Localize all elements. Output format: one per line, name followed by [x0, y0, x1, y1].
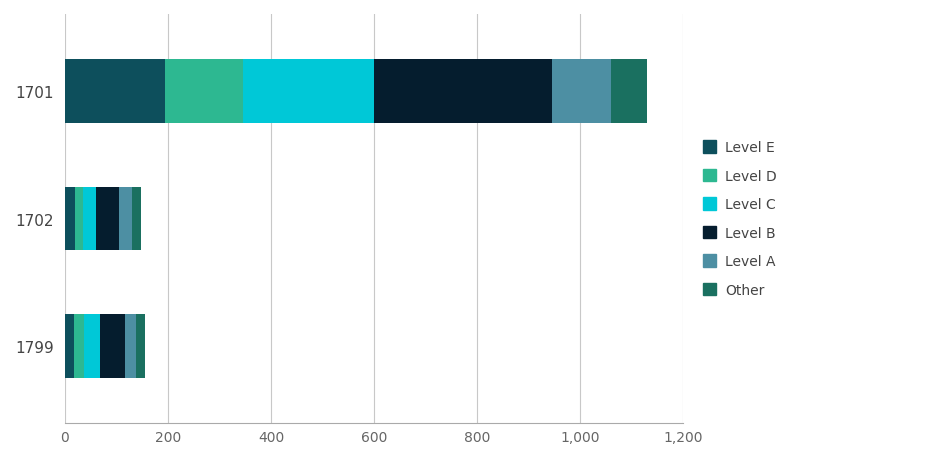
Bar [65, 60, 165, 123]
Bar [83, 187, 95, 251]
Bar [551, 60, 611, 123]
Bar [100, 315, 125, 379]
Bar [136, 315, 144, 379]
Legend: Level E, Level D, Level C, Level B, Level A, Other: Level E, Level D, Level C, Level B, Leve… [701, 141, 776, 297]
Bar [84, 315, 100, 379]
Bar [132, 187, 141, 251]
Bar [65, 315, 74, 379]
Bar [374, 60, 551, 123]
Bar [119, 187, 132, 251]
Bar [165, 60, 243, 123]
Bar [74, 315, 84, 379]
Bar [76, 187, 83, 251]
Bar [243, 60, 374, 123]
Bar [611, 60, 647, 123]
Bar [125, 315, 136, 379]
Bar [95, 187, 119, 251]
Bar [65, 187, 76, 251]
